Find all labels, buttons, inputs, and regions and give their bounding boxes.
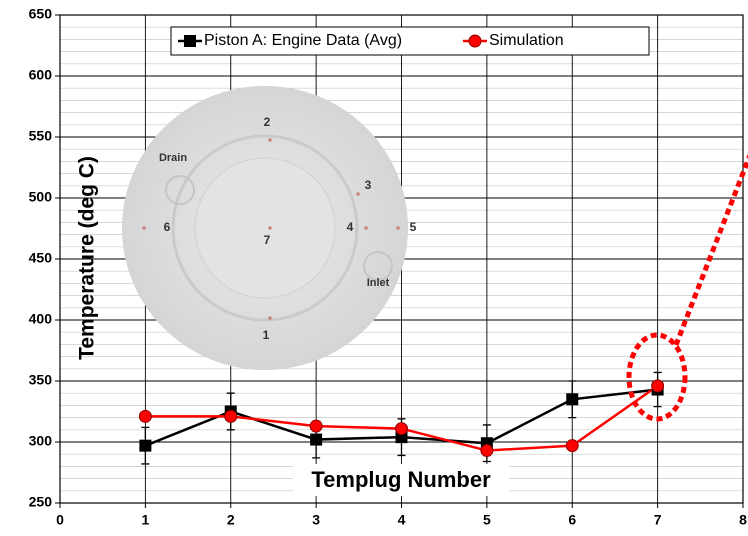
image-label: 6 — [164, 220, 171, 234]
y-tick-label: 300 — [29, 433, 53, 449]
x-tick-label: 3 — [312, 512, 320, 528]
annotation-marks — [626, 153, 748, 422]
marker — [565, 439, 579, 453]
highlight-ellipse — [626, 332, 688, 422]
image-label: 7 — [264, 233, 271, 247]
piston-bowl — [171, 134, 359, 322]
legend: Piston A: Engine Data (Avg) Simulation — [170, 26, 650, 56]
image-label: 4 — [347, 220, 354, 234]
image-label: Inlet — [367, 277, 390, 289]
legend-box — [170, 26, 650, 56]
valve-pocket — [165, 175, 195, 205]
xlabel-bg — [293, 464, 509, 496]
image-label: 5 — [410, 220, 417, 234]
marker — [651, 379, 665, 393]
piston-bowl-inner — [194, 157, 336, 299]
image-label: 2 — [264, 115, 271, 129]
templug-point — [396, 226, 400, 230]
y-tick-label: 600 — [29, 67, 53, 83]
legend-label: Piston A: Engine Data (Avg) — [204, 32, 402, 49]
x-tick-label: 5 — [483, 512, 491, 528]
y-tick-label: 500 — [29, 189, 53, 205]
templug-point — [268, 316, 272, 320]
image-label: 3 — [365, 178, 372, 192]
y-tick-label: 550 — [29, 128, 53, 144]
templug-point — [356, 192, 360, 196]
marker — [310, 433, 323, 446]
legend-label: Simulation — [489, 32, 564, 49]
marker — [566, 393, 579, 406]
marker — [468, 34, 482, 48]
y-tick-label: 650 — [29, 6, 53, 22]
marker — [139, 439, 152, 452]
x-tick-label: 8 — [739, 512, 747, 528]
templug-point — [268, 226, 272, 230]
x-tick-label: 2 — [227, 512, 235, 528]
y-tick-label: 250 — [29, 494, 53, 510]
piston-image: Drain Inlet 1 2 3 4 5 6 7 — [122, 86, 417, 370]
marker — [184, 35, 196, 47]
y-tick-label: 350 — [29, 372, 53, 388]
templug-point — [364, 226, 368, 230]
marker — [138, 409, 152, 423]
templug-point — [142, 226, 146, 230]
marker — [480, 444, 494, 458]
highlight-line — [673, 153, 748, 346]
y-tick-label: 400 — [29, 311, 53, 327]
x-tick-label: 6 — [568, 512, 576, 528]
y-axis-label: Temperature (deg C) — [76, 156, 99, 360]
x-tick-label: 7 — [654, 512, 662, 528]
valve-pocket — [363, 251, 393, 281]
data — [138, 371, 665, 465]
x-tick-label: 4 — [398, 512, 406, 528]
marker — [309, 419, 323, 433]
x-tick-label: 1 — [141, 512, 149, 528]
marker — [395, 422, 408, 436]
labels: Templug Number Temperature (deg C) — [76, 156, 509, 496]
image-label: 1 — [263, 328, 270, 342]
x-tick-label: 0 — [56, 512, 64, 528]
axes: 250 300 350 400 450 500 550 600 650 0 1 2 3 4 5 6 7 8 — [29, 6, 747, 528]
marker — [224, 409, 238, 423]
image-label: Drain — [159, 152, 187, 164]
templug-point — [268, 138, 272, 142]
y-tick-label: 450 — [29, 250, 53, 266]
x-axis-label: Templug Number — [311, 467, 491, 492]
